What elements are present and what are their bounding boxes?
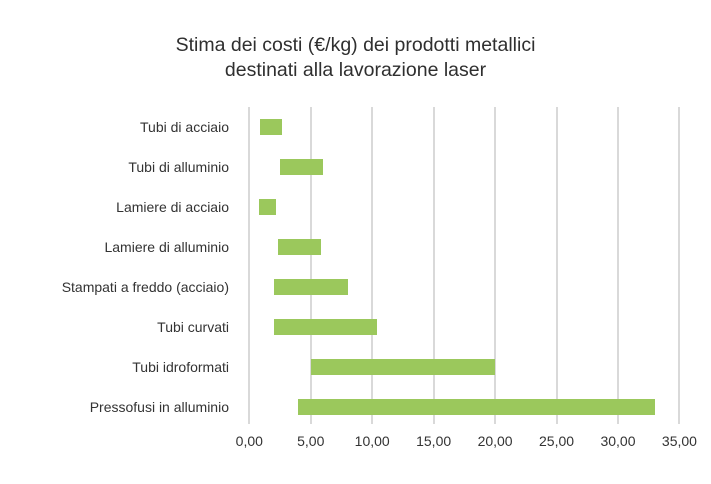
range-bar (273, 319, 378, 335)
category-label: Tubi di acciaio (140, 119, 229, 135)
x-tick-label: 20,00 (477, 433, 513, 449)
gridline (248, 107, 251, 424)
range-bar (259, 199, 277, 215)
category-label: Tubi curvati (157, 319, 229, 335)
x-tick-label: 25,00 (539, 433, 575, 449)
category-label: Lamiere di acciaio (116, 199, 229, 215)
range-bar (277, 239, 321, 255)
range-bar (310, 359, 496, 375)
category-label: Tubi di alluminio (128, 159, 229, 175)
gridline (555, 107, 558, 424)
chart-title-line-1: Stima dei costi (€/kg) dei prodotti meta… (175, 34, 536, 56)
range-bar (280, 159, 324, 175)
gridline (309, 107, 312, 424)
category-label: Stampati a freddo (acciaio) (61, 279, 229, 295)
gridline (678, 107, 681, 424)
range-bar (273, 279, 348, 295)
gridline (371, 107, 374, 424)
gridline (432, 107, 435, 424)
gridline (617, 107, 619, 424)
range-bar (260, 119, 283, 135)
range-bar (298, 399, 655, 415)
x-tick-label: 35,00 (661, 433, 697, 449)
category-label: Lamiere di alluminio (104, 239, 229, 255)
gridline (494, 107, 497, 424)
x-tick-label: 0,00 (235, 433, 263, 449)
chart-title-line-2: destinati alla lavorazione laser (224, 59, 487, 81)
x-tick-label: 30,00 (600, 433, 636, 449)
x-tick-label: 10,00 (354, 433, 390, 449)
category-label: Pressofusi in alluminio (89, 399, 229, 415)
x-tick-label: 5,00 (297, 433, 325, 449)
x-tick-label: 15,00 (416, 433, 452, 449)
category-label: Tubi idroformati (132, 359, 229, 375)
chart-title: Stima dei costi (€/kg) dei prodotti meta… (0, 33, 711, 83)
